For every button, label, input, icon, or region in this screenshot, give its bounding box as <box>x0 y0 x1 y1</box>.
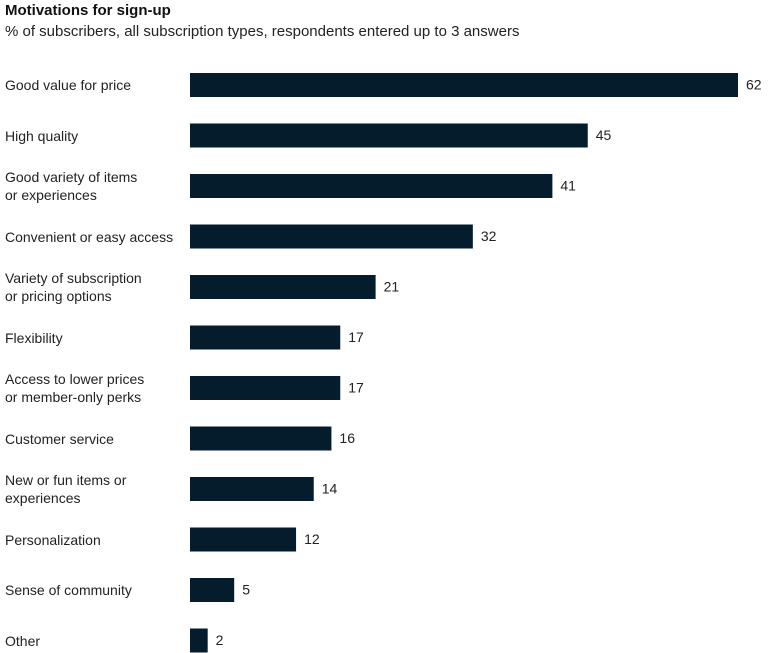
value-label: 12 <box>304 531 320 547</box>
category-label: Sense of community <box>5 582 132 598</box>
value-label: 16 <box>339 430 355 446</box>
value-label: 41 <box>560 178 576 194</box>
category-label: Variety of subscription or pricing optio… <box>5 270 142 304</box>
value-label: 2 <box>216 632 224 648</box>
bar <box>190 325 341 350</box>
value-label: 17 <box>348 329 364 345</box>
bar <box>190 174 553 198</box>
bar <box>190 275 376 299</box>
category-label: Personalization <box>5 531 101 548</box>
bar <box>190 578 235 602</box>
bar <box>190 73 738 97</box>
category-label: Flexibility <box>5 329 63 346</box>
bar <box>190 628 208 653</box>
bar <box>190 123 588 148</box>
category-label: Other <box>5 632 41 649</box>
value-label: 17 <box>348 380 364 396</box>
bar <box>190 527 297 552</box>
value-label: 45 <box>596 127 612 143</box>
chart-title: Motivations for sign-up <box>5 2 171 19</box>
bar <box>190 376 341 400</box>
value-label: 21 <box>384 279 400 295</box>
value-label: 32 <box>481 228 497 244</box>
category-label: Good variety of items or experiences <box>5 169 138 203</box>
bar <box>190 224 473 249</box>
category-label: Convenient or easy access <box>5 228 174 245</box>
value-label: 5 <box>242 582 250 598</box>
bar <box>190 426 332 451</box>
chart-subtitle: % of subscribers, all subscription types… <box>5 23 520 40</box>
category-label: New or fun items or experiences <box>5 472 127 506</box>
bar <box>190 477 314 501</box>
category-label: Good value for price <box>5 77 132 93</box>
category-label: High quality <box>5 127 79 144</box>
value-label: 62 <box>746 77 762 93</box>
category-label: Customer service <box>5 430 114 447</box>
category-label: Access to lower prices or member-only pe… <box>5 371 145 405</box>
value-label: 14 <box>322 481 338 497</box>
